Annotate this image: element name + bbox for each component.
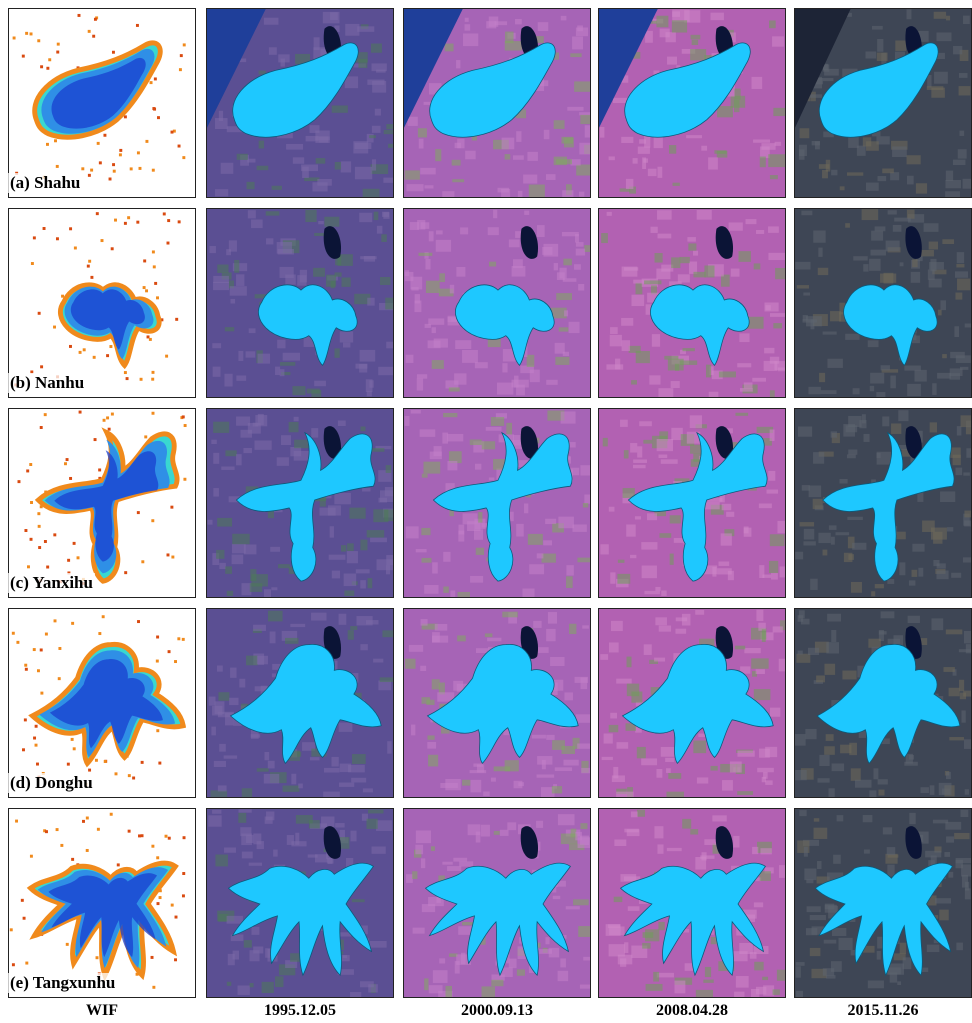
tile-shahu-2000 (403, 8, 591, 198)
tile-tangxunhu-1995 (206, 808, 394, 998)
row-label-donghu: (d) Donghu (8, 773, 95, 793)
column-label-2015: 2015.11.26 (847, 1002, 919, 1019)
column-label-1995: 1995.12.05 (264, 1002, 336, 1019)
column-label-2000: 2000.09.13 (461, 1002, 533, 1019)
tile-donghu-2008-image (599, 609, 785, 797)
row-label-tangxunhu: (e) Tangxunhu (8, 973, 118, 993)
tile-donghu-2008 (598, 608, 786, 798)
row-label-shahu: (a) Shahu (8, 173, 83, 193)
tile-yanxihu-2015 (794, 408, 972, 598)
tile-yanxihu-2015-image (795, 409, 971, 597)
tile-donghu-1995 (206, 608, 394, 798)
tile-shahu-2000-image (404, 9, 590, 197)
tile-yanxihu-wif-image (9, 409, 195, 597)
tile-tangxunhu-1995-image (207, 809, 393, 997)
tile-shahu-1995 (206, 8, 394, 198)
column-label-2008: 2008.04.28 (656, 1002, 728, 1019)
tile-shahu-2015 (794, 8, 972, 198)
tile-yanxihu-2008-image (599, 409, 785, 597)
tile-donghu-wif (8, 608, 196, 798)
tile-donghu-2015-image (795, 609, 971, 797)
row-label-nanhu: (b) Nanhu (8, 373, 87, 393)
tile-yanxihu-1995-image (207, 409, 393, 597)
tile-shahu-wif (8, 8, 196, 198)
lake-comparison-grid (8, 8, 972, 998)
tile-shahu-2015-image (795, 9, 971, 197)
tile-nanhu-2000 (403, 208, 591, 398)
tile-tangxunhu-2000 (403, 808, 591, 998)
tile-donghu-wif-image (9, 609, 195, 797)
tile-tangxunhu-wif-image (9, 809, 195, 997)
tile-nanhu-1995 (206, 208, 394, 398)
tile-donghu-1995-image (207, 609, 393, 797)
tile-nanhu-2000-image (404, 209, 590, 397)
tile-nanhu-2015-image (795, 209, 971, 397)
tile-yanxihu-wif (8, 408, 196, 598)
tile-donghu-2000-image (404, 609, 590, 797)
row-label-yanxihu: (c) Yanxihu (8, 573, 95, 593)
tile-yanxihu-2000 (403, 408, 591, 598)
tile-donghu-2000 (403, 608, 591, 798)
tile-tangxunhu-2015 (794, 808, 972, 998)
tile-tangxunhu-2008-image (599, 809, 785, 997)
tile-nanhu-wif (8, 208, 196, 398)
tile-shahu-2008-image (599, 9, 785, 197)
tile-tangxunhu-wif (8, 808, 196, 998)
tile-nanhu-2008-image (599, 209, 785, 397)
tile-tangxunhu-2015-image (795, 809, 971, 997)
tile-yanxihu-2000-image (404, 409, 590, 597)
tile-shahu-2008 (598, 8, 786, 198)
tile-nanhu-wif-image (9, 209, 195, 397)
tile-nanhu-2008 (598, 208, 786, 398)
tile-donghu-2015 (794, 608, 972, 798)
tile-shahu-1995-image (207, 9, 393, 197)
tile-shahu-wif-image (9, 9, 195, 197)
tile-nanhu-2015 (794, 208, 972, 398)
tile-tangxunhu-2008 (598, 808, 786, 998)
tile-yanxihu-1995 (206, 408, 394, 598)
tile-nanhu-1995-image (207, 209, 393, 397)
tile-yanxihu-2008 (598, 408, 786, 598)
column-label-wif: WIF (86, 1002, 118, 1019)
tile-tangxunhu-2000-image (404, 809, 590, 997)
